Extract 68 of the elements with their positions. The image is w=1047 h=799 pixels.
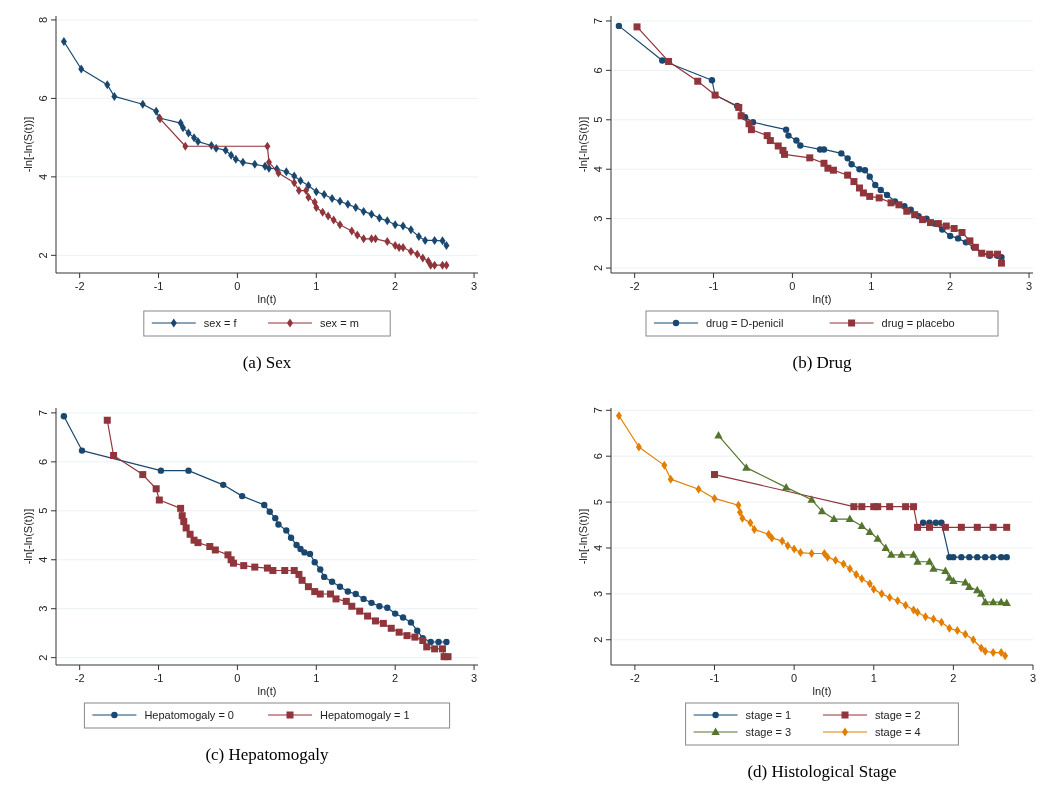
- y-axis-title: -ln[-ln(S(t))]: [22, 116, 34, 173]
- x-tick-label: -2: [630, 672, 640, 684]
- x-tick-label: 2: [947, 280, 954, 292]
- x-tick-label: -2: [74, 672, 85, 684]
- y-tick-label: 6: [592, 67, 604, 74]
- y-axis-title: -ln[-ln(S(t))]: [577, 508, 589, 565]
- y-tick-label: 7: [37, 409, 49, 416]
- x-axis-title: ln(t): [812, 685, 832, 697]
- y-tick-label: 2: [37, 252, 49, 259]
- y-tick-label: 5: [592, 499, 604, 506]
- y-tick-label: 3: [37, 605, 49, 612]
- legend-label: Hepatomogaly = 0: [144, 709, 234, 721]
- legend-label: sex = m: [320, 317, 359, 329]
- y-tick-label: 2: [592, 265, 604, 272]
- y-tick-label: 5: [592, 116, 604, 123]
- text: (b) Drug: [792, 353, 852, 372]
- text: (a) Sex: [242, 353, 292, 372]
- x-tick-label: -1: [153, 672, 164, 684]
- x-tick-label: 1: [313, 280, 320, 292]
- y-tick-label: 6: [37, 458, 49, 465]
- x-tick-label: 3: [1025, 280, 1033, 292]
- x-tick-label: 3: [470, 672, 478, 684]
- text: (c) Hepatomogaly: [205, 745, 330, 764]
- y-axis-title: -ln[-ln(S(t))]: [577, 116, 589, 173]
- y-tick-label: 4: [37, 556, 49, 563]
- y-tick-label: 7: [592, 407, 604, 414]
- y-tick-label: 4: [592, 544, 604, 552]
- y-tick-label: 4: [592, 166, 604, 173]
- y-tick-label: 3: [592, 215, 604, 222]
- x-tick-label: 0: [789, 280, 796, 292]
- x-tick-label: 1: [313, 672, 320, 684]
- legend-label: sex = f: [203, 317, 238, 329]
- legend-label: drug = placebo: [881, 317, 955, 329]
- x-tick-label: -1: [708, 280, 719, 292]
- x-tick-label: -1: [709, 672, 720, 684]
- legend-label: stage = 2: [875, 709, 921, 721]
- y-tick-label: 6: [37, 95, 49, 102]
- x-tick-label: 1: [870, 672, 877, 684]
- x-tick-label: -2: [629, 280, 640, 292]
- x-tick-label: 0: [791, 672, 798, 684]
- x-tick-label: 2: [950, 672, 957, 684]
- legend-label: stage = 1: [745, 709, 792, 721]
- x-axis-title: ln(t): [257, 293, 277, 305]
- x-tick-label: -2: [74, 280, 85, 292]
- y-tick-label: 2: [37, 654, 49, 661]
- legend-label: stage = 3: [745, 726, 792, 738]
- y-tick-label: 5: [37, 507, 49, 514]
- x-axis-title: ln(t): [257, 685, 277, 697]
- y-tick-label: 2: [592, 636, 604, 643]
- x-tick-label: 2: [392, 672, 399, 684]
- text: (d) Histological Stage: [747, 762, 897, 781]
- x-axis-title: ln(t): [812, 293, 832, 305]
- x-tick-label: 0: [234, 280, 241, 292]
- x-tick-label: 2: [392, 280, 399, 292]
- x-tick-label: 3: [470, 280, 478, 292]
- y-tick-label: 7: [592, 17, 604, 24]
- x-tick-label: 3: [1029, 672, 1037, 684]
- legend-label: Hepatomogaly = 1: [320, 709, 410, 721]
- x-tick-label: 1: [868, 280, 875, 292]
- legend-label: stage = 4: [875, 726, 921, 738]
- legend-label: drug = D-penicil: [706, 317, 784, 329]
- y-tick-label: 6: [592, 453, 604, 460]
- y-axis-title: -ln[-ln(S(t))]: [22, 508, 34, 565]
- x-tick-label: -1: [153, 280, 164, 292]
- y-tick-label: 4: [37, 173, 49, 180]
- y-tick-label: 8: [37, 16, 49, 23]
- x-tick-label: 0: [234, 672, 241, 684]
- y-tick-label: 3: [592, 590, 604, 597]
